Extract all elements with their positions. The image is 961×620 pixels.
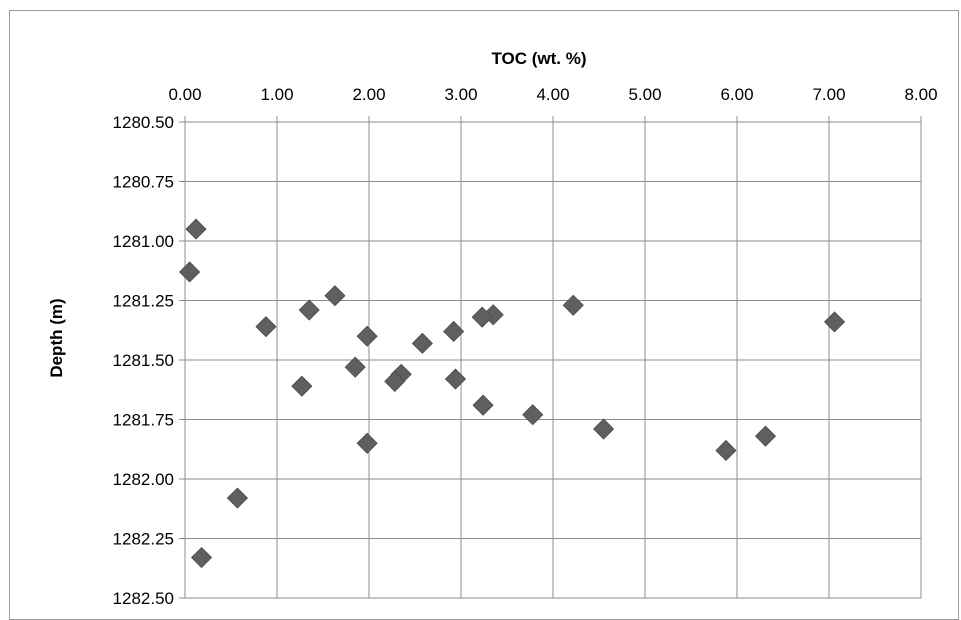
data-point	[411, 332, 433, 354]
y-tick-label: 1281.75	[113, 411, 174, 430]
x-tick-label: 5.00	[628, 85, 661, 104]
x-tick-label: 0.00	[168, 85, 201, 104]
x-tick-label: 1.00	[260, 85, 293, 104]
y-tick-label: 1281.25	[113, 292, 174, 311]
data-point	[472, 394, 494, 416]
x-tick-label: 2.00	[352, 85, 385, 104]
y-axis-title: Depth (m)	[47, 298, 66, 377]
plot-area-border	[184, 121, 922, 599]
x-tick-label: 7.00	[812, 85, 845, 104]
data-point	[443, 320, 465, 343]
data-point	[754, 425, 777, 447]
y-tick-label: 1281.50	[113, 351, 174, 370]
data-point	[226, 487, 249, 509]
y-tick-label: 1280.50	[113, 113, 174, 132]
x-tick-label: 4.00	[536, 85, 569, 104]
data-point	[344, 356, 366, 378]
data-point	[562, 294, 584, 316]
data-point	[324, 285, 346, 307]
y-tick-label: 1282.25	[113, 530, 174, 549]
y-tick-label: 1280.75	[113, 173, 174, 192]
data-point	[522, 404, 544, 426]
data-point	[356, 432, 378, 454]
data-point	[298, 299, 320, 321]
data-point	[444, 368, 467, 390]
data-point	[255, 316, 277, 338]
data-point	[356, 325, 378, 347]
x-tick-label: 8.00	[904, 85, 937, 104]
data-point	[291, 375, 313, 397]
x-tick-label: 3.00	[444, 85, 477, 104]
data-point	[715, 439, 737, 462]
y-tick-label: 1282.00	[113, 470, 174, 489]
data-point	[384, 370, 406, 392]
x-tick-labels: 0.00 1.00 2.00 3.00 4.00 5.00 6.00 7.00 8.00	[168, 85, 937, 104]
x-tick-label: 6.00	[720, 85, 753, 104]
data-point	[823, 311, 846, 333]
y-tick-label: 1282.50	[113, 589, 174, 608]
data-point	[190, 546, 213, 569]
data-point	[185, 218, 207, 240]
data-points	[179, 218, 846, 569]
x-axis-title: TOC (wt. %)	[491, 49, 586, 68]
gridlines	[179, 116, 922, 599]
data-point	[471, 306, 493, 328]
y-tick-label: 1281.00	[113, 232, 174, 251]
y-tick-labels: 1280.50 1280.75 1281.00 1281.25 1281.50 1281.…	[113, 113, 174, 608]
data-point	[593, 418, 615, 440]
data-point	[179, 261, 201, 283]
